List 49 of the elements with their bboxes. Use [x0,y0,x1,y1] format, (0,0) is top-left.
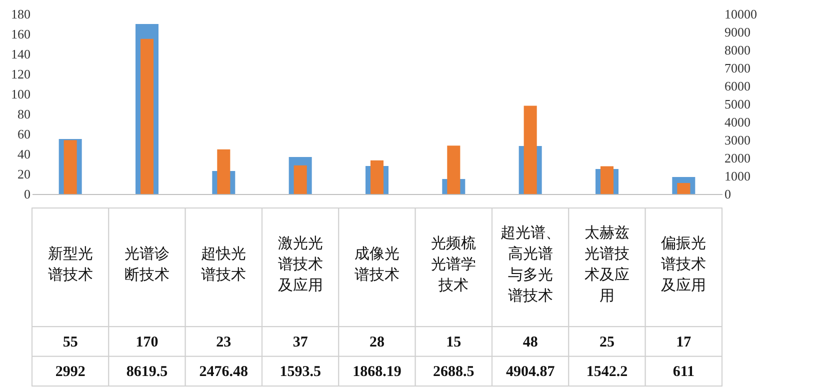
y-tick-label: 120 [11,66,30,82]
y2-tick-label: 4000 [724,114,750,130]
bar [677,183,690,194]
y-tick-label: 40 [18,146,30,162]
x-tick-label: 偏振光谱技术及应用 [661,234,706,294]
x-tick-label: 光频梳光谱学技术 [431,234,476,294]
data-label: 55 [62,334,78,350]
data-label: 37 [292,334,308,350]
data-label: 1868.19 [352,364,402,380]
data-label: 2992 [55,364,86,380]
y-tick-label: 100 [11,86,30,102]
data-label: 25 [600,334,614,350]
y2-tick-label: 10000 [724,6,757,22]
data-label: 1542.2 [586,364,628,380]
x-tick-label: 新型光谱技术 [48,244,93,284]
y2-tick-label: 6000 [724,78,750,94]
data-label: 23 [216,334,232,350]
data-label: 28 [370,334,384,350]
y-tick-label: 160 [11,26,30,42]
x-tick-label: 超光谱、高光谱与多光谱技术 [500,223,560,304]
data-label: 48 [522,334,538,350]
y-tick-label: 80 [18,106,30,122]
y-tick-label: 0 [24,186,30,202]
data-label: 611 [672,364,695,380]
y2-tick-label: 1000 [724,168,750,184]
y-tick-label: 140 [11,46,30,62]
y-tick-label: 60 [18,126,30,142]
data-label: 17 [676,334,692,350]
y-tick-label: 180 [11,6,30,22]
data-label: 8619.5 [126,364,168,380]
y2-tick-label: 8000 [724,42,750,58]
data-label: 4904.87 [506,364,556,380]
y2-tick-label: 5000 [724,96,750,112]
y2-tick-label: 2000 [724,150,750,166]
y2-tick-label: 0 [724,186,731,202]
data-label: 2476.48 [199,364,248,380]
x-tick-label: 太赫兹光谱技术及应用 [584,223,630,304]
x-tick-label: 光谱诊断技术 [124,244,170,284]
x-tick-label: 超快光谱技术 [201,244,246,284]
data-label: 2688.5 [433,364,474,380]
y2-tick-label: 9000 [724,24,750,40]
y-tick-label: 20 [18,166,30,182]
y2-tick-label: 3000 [724,132,750,148]
y2-tick-label: 7000 [724,60,750,76]
x-tick-label: 成像光谱技术 [354,244,400,284]
x-tick-label: 激光光谱技术及应用 [278,234,323,294]
data-label: 1593.5 [280,364,321,380]
data-label: 170 [136,334,158,350]
data-label: 15 [446,334,462,350]
